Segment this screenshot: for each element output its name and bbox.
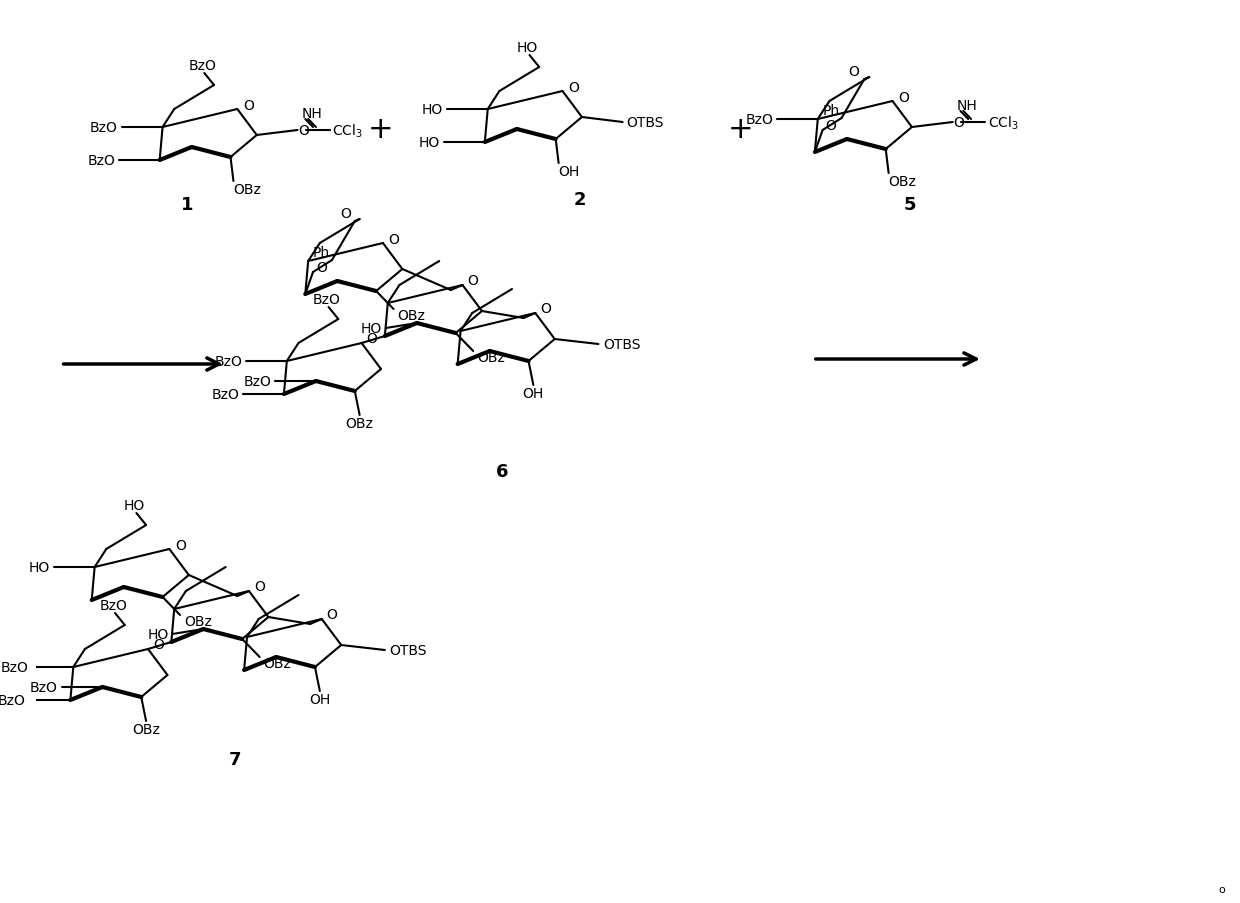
Text: OH: OH bbox=[558, 165, 580, 179]
Text: O: O bbox=[826, 119, 837, 133]
Text: O: O bbox=[316, 261, 327, 275]
Text: 1: 1 bbox=[181, 196, 193, 214]
Text: CCl$_3$: CCl$_3$ bbox=[332, 122, 363, 140]
Text: BzO: BzO bbox=[215, 355, 242, 368]
Text: O: O bbox=[848, 65, 859, 79]
Text: Ph: Ph bbox=[822, 104, 839, 118]
Text: Ph: Ph bbox=[312, 246, 330, 260]
Text: HO: HO bbox=[422, 103, 443, 116]
Text: O: O bbox=[326, 608, 337, 621]
Text: o: o bbox=[1219, 884, 1225, 894]
Text: +: + bbox=[368, 116, 394, 144]
Text: OBz: OBz bbox=[346, 416, 373, 431]
Text: BzO: BzO bbox=[745, 113, 773, 126]
Text: OBz: OBz bbox=[477, 350, 505, 365]
Text: BzO: BzO bbox=[312, 293, 341, 307]
Text: 2: 2 bbox=[574, 191, 587, 209]
Text: O: O bbox=[254, 580, 264, 593]
Text: OBz: OBz bbox=[184, 614, 212, 628]
Text: 5: 5 bbox=[904, 196, 916, 214]
Text: HO: HO bbox=[148, 628, 169, 641]
Text: +: + bbox=[728, 116, 753, 144]
Text: OTBS: OTBS bbox=[389, 643, 428, 657]
Text: BzO: BzO bbox=[0, 694, 26, 707]
Text: CCl$_3$: CCl$_3$ bbox=[987, 114, 1018, 132]
Text: O: O bbox=[153, 638, 164, 651]
Text: OH: OH bbox=[309, 693, 330, 706]
Text: O: O bbox=[467, 274, 479, 288]
Text: OTBS: OTBS bbox=[626, 116, 665, 130]
Text: O: O bbox=[954, 116, 965, 130]
Text: O: O bbox=[541, 302, 551, 316]
Text: BzO: BzO bbox=[188, 59, 216, 73]
Text: BzO: BzO bbox=[1, 660, 29, 675]
Text: O: O bbox=[568, 81, 579, 95]
Text: OBz: OBz bbox=[233, 182, 262, 197]
Text: 6: 6 bbox=[496, 462, 508, 480]
Text: NH: NH bbox=[301, 107, 322, 121]
Text: HO: HO bbox=[29, 561, 50, 574]
Text: O: O bbox=[299, 124, 309, 138]
Text: BzO: BzO bbox=[30, 680, 58, 694]
Text: NH: NH bbox=[957, 99, 977, 113]
Text: O: O bbox=[898, 91, 909, 105]
Text: 7: 7 bbox=[229, 750, 242, 768]
Text: O: O bbox=[175, 538, 186, 553]
Text: O: O bbox=[340, 207, 351, 220]
Text: BzO: BzO bbox=[99, 599, 126, 612]
Text: HO: HO bbox=[419, 135, 440, 150]
Text: HO: HO bbox=[124, 498, 145, 512]
Text: HO: HO bbox=[517, 41, 538, 55]
Text: OBz: OBz bbox=[889, 175, 916, 189]
Text: BzO: BzO bbox=[211, 387, 239, 402]
Text: BzO: BzO bbox=[91, 121, 118, 135]
Text: OBz: OBz bbox=[264, 656, 291, 670]
Text: O: O bbox=[366, 331, 377, 346]
Text: OH: OH bbox=[523, 386, 544, 401]
Text: O: O bbox=[243, 99, 254, 113]
Text: OBz: OBz bbox=[398, 309, 425, 322]
Text: HO: HO bbox=[361, 321, 382, 336]
Text: BzO: BzO bbox=[87, 154, 115, 168]
Text: O: O bbox=[389, 233, 399, 247]
Text: OTBS: OTBS bbox=[603, 338, 641, 351]
Text: BzO: BzO bbox=[243, 375, 272, 388]
Text: OBz: OBz bbox=[133, 722, 160, 736]
